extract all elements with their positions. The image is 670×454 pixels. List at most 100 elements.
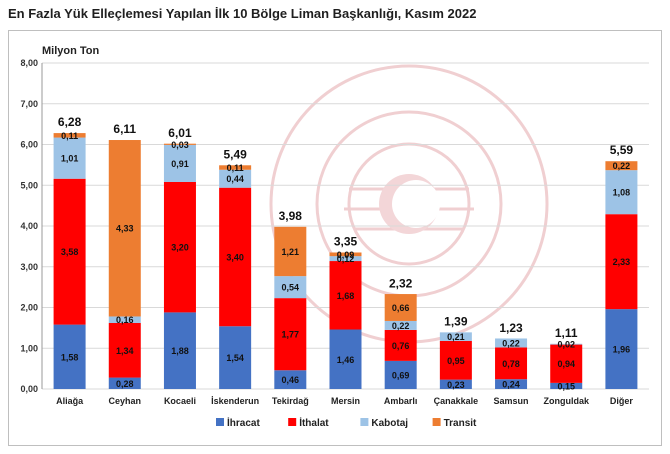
x-tick-label: Ambarlı [384, 396, 418, 406]
chart-title: En Fazla Yük Elleçlemesi Yapılan İlk 10 … [8, 6, 477, 21]
data-label: 0,91 [171, 159, 189, 169]
data-label: 1,88 [171, 346, 189, 356]
bar-segment-kabotaj [495, 338, 528, 348]
total-label: 1,23 [499, 321, 523, 335]
total-label: 3,35 [334, 234, 358, 248]
total-label: 2,32 [389, 276, 413, 290]
y-tick-label: 6,00 [20, 140, 38, 150]
bar-segment-i̇hracat [163, 312, 196, 389]
bar-segment-i̇hracat [550, 382, 583, 389]
data-label: 0,28 [116, 379, 134, 389]
y-tick-label: 2,00 [20, 303, 38, 313]
x-tick-label: Aliağa [56, 396, 84, 406]
bar-segment-i̇hracat [219, 326, 252, 389]
legend-label: İthalat [299, 416, 329, 429]
total-label: 1,11 [555, 326, 578, 340]
bar-segment-kabotaj [384, 320, 417, 330]
bar-segment-i̇thalat [384, 329, 417, 361]
data-label: 4,33 [116, 224, 134, 234]
bar-segment-transit [108, 140, 141, 317]
y-tick-label: 7,00 [20, 99, 38, 109]
bar-segment-i̇thalat [163, 181, 196, 313]
data-label: 1,96 [613, 345, 631, 355]
bar-segment-kabotaj [329, 256, 362, 262]
data-label: 0,11 [227, 163, 244, 173]
bar-segment-i̇thalat [108, 322, 141, 378]
x-tick-label: Tekirdağ [272, 396, 309, 406]
bar-segment-i̇hracat [108, 377, 141, 389]
legend-swatch [216, 418, 224, 426]
x-tick-label: Diğer [610, 396, 634, 406]
x-tick-label: Mersin [331, 396, 360, 406]
x-tick-label: İskenderun [211, 396, 259, 406]
total-label: 6,11 [113, 122, 136, 136]
data-label: 0,02 [557, 340, 575, 350]
data-label: 0,15 [557, 381, 575, 391]
data-label: 1,46 [337, 355, 355, 365]
total-label: 1,39 [444, 314, 468, 328]
total-label: 5,49 [223, 147, 247, 161]
bar-segment-kabotaj [108, 316, 141, 323]
bar-segment-i̇thalat [274, 298, 307, 371]
data-label: 0,22 [613, 161, 631, 171]
x-tick-label: Zonguldak [543, 396, 589, 406]
legend-label: İhracat [227, 416, 260, 429]
data-label: 0,11 [61, 131, 78, 141]
bar-segment-transit [163, 143, 196, 145]
data-label: 3,40 [226, 252, 244, 262]
y-tick-label: 1,00 [20, 343, 38, 353]
bar-segment-i̇hracat [384, 360, 417, 389]
data-label: 2,33 [613, 257, 631, 267]
total-label: 5,59 [610, 143, 634, 157]
bar-segment-i̇thalat [495, 347, 528, 380]
data-label: 1,54 [226, 353, 244, 363]
x-tick-label: Çanakkale [434, 396, 479, 406]
x-tick-label: Samsun [494, 396, 529, 406]
data-label: 1,58 [61, 352, 79, 362]
bar-segment-transit [605, 161, 638, 171]
data-label: 0,21 [447, 332, 465, 342]
y-tick-label: 3,00 [20, 262, 38, 272]
data-label: 0,54 [282, 283, 300, 293]
data-label: 0,46 [282, 375, 300, 385]
bar-segment-kabotaj [550, 343, 583, 345]
data-label: 1,01 [61, 154, 79, 164]
data-label: 0,76 [392, 341, 410, 351]
y-axis-label: Milyon Ton [42, 45, 100, 57]
bar-segment-i̇hracat [439, 379, 472, 389]
data-label: 1,34 [116, 346, 134, 356]
bar-segment-i̇hracat [53, 324, 86, 389]
bar-segment-i̇thalat [219, 187, 252, 327]
bar-segment-transit [329, 252, 362, 257]
bar-segment-i̇thalat [329, 261, 362, 330]
y-tick-label: 0,00 [20, 384, 38, 394]
data-label: 1,68 [337, 291, 355, 301]
bar-segment-i̇thalat [550, 344, 583, 383]
data-label: 0,95 [447, 356, 465, 366]
y-tick-label: 5,00 [20, 180, 38, 190]
y-tick-label: 4,00 [20, 221, 38, 231]
data-label: 1,21 [282, 247, 300, 257]
chart-frame: Milyon Ton 0,00 1,00 2,00 3,00 4,00 5,00 6,00 7… [8, 30, 662, 446]
x-tick-label: Ceyhan [109, 396, 142, 406]
data-label: 0,03 [171, 140, 189, 150]
bar-segment-i̇hracat [329, 329, 362, 389]
data-label: 3,20 [171, 243, 189, 253]
legend-label: Transit [444, 418, 477, 429]
data-label: 0,44 [226, 174, 244, 184]
data-label: 0,24 [502, 380, 520, 390]
legend-swatch [432, 418, 441, 426]
bar-segment-i̇hracat [274, 370, 307, 389]
bar-segment-i̇thalat [605, 214, 638, 310]
total-label: 6,01 [168, 126, 192, 140]
bar-segment-transit [384, 294, 417, 321]
data-label: 0,66 [392, 303, 410, 313]
data-label: 0,22 [502, 338, 520, 348]
bar-segment-transit [219, 165, 252, 170]
legend-swatch [288, 418, 297, 426]
legend-swatch [360, 418, 369, 426]
bar-segment-i̇thalat [439, 340, 472, 380]
data-label: 3,58 [61, 247, 79, 257]
bar-segment-kabotaj [219, 169, 252, 188]
data-label: 0,69 [392, 370, 410, 380]
